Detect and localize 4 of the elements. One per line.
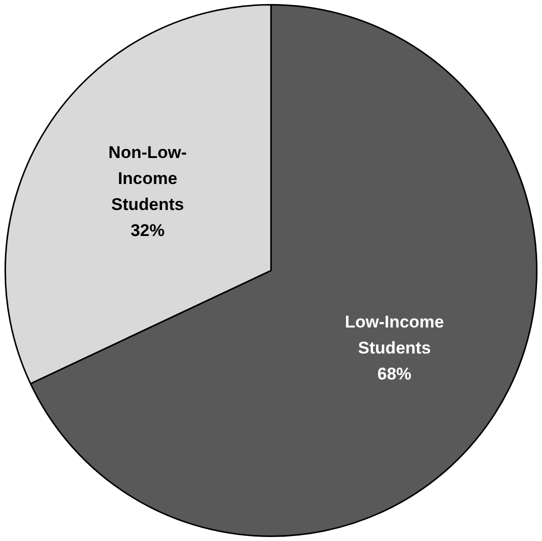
slice-label: Low-Income Students [344,312,444,358]
data-label: 32% [130,220,165,240]
data-label: 68% [377,364,412,384]
slice-label: Non-Low-Income Students [108,142,187,214]
